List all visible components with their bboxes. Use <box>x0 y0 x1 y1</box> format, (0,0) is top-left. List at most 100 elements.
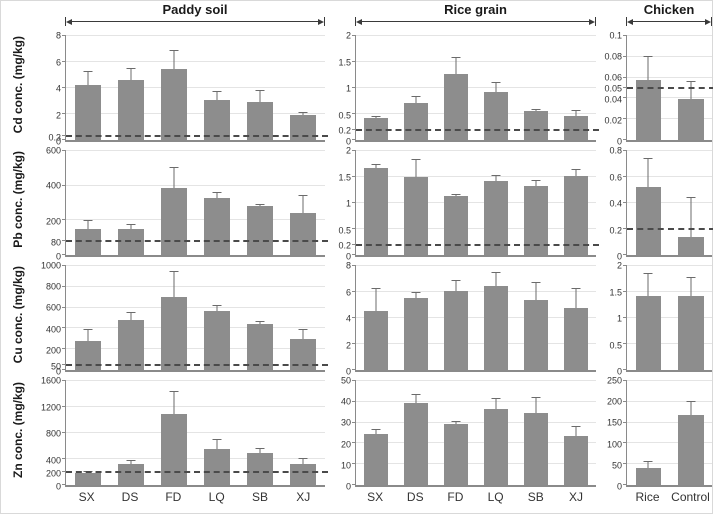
bar <box>204 197 231 255</box>
error-bar-cap <box>643 157 653 159</box>
gridline <box>356 150 596 151</box>
y-tick-label: 1600 <box>40 375 61 386</box>
gridline <box>627 400 712 402</box>
error-bar <box>535 181 537 187</box>
y-axis-tick-labels: 0 0.02 0.04 0.05 0.06 0.08 0.1 <box>596 31 626 146</box>
y-tick-mark <box>623 55 627 57</box>
bar <box>247 101 274 140</box>
error-bar <box>302 196 304 213</box>
error-bar-cap <box>411 291 421 293</box>
reference-dashed-line <box>627 228 713 230</box>
error-bar-cap <box>298 112 308 114</box>
y-tick-mark <box>62 432 66 433</box>
gridline <box>66 35 325 36</box>
y-tick-mark <box>623 484 627 485</box>
chart-cd-rice-grain: 0 0.2 0.5 1 1.5 2 <box>325 27 599 146</box>
error-bar-cap <box>255 321 265 323</box>
error-bar-cap <box>169 271 179 273</box>
y-tick-mark <box>62 139 66 140</box>
y-tick-label: 0 <box>616 136 622 147</box>
gridline <box>356 400 596 402</box>
y-tick-label: 1 <box>616 313 622 324</box>
bar <box>635 295 661 370</box>
error-bar <box>216 91 218 101</box>
y-axis-tick-labels: 0 0.2 0.5 1 1.5 2 <box>325 31 355 146</box>
x-category-label: LQ <box>208 490 225 504</box>
error-bar <box>647 56 649 80</box>
y-tick-label: 0 <box>616 481 622 492</box>
y-tick-label: 4 <box>345 313 351 324</box>
x-category-label: XJ <box>568 490 583 504</box>
plot-area <box>623 265 712 372</box>
error-bar-cap <box>686 276 696 278</box>
gridline <box>66 285 325 287</box>
chart-zn-paddy-soil: 0 200 400 800 1200 1600 <box>35 372 328 491</box>
bar <box>635 467 661 485</box>
y-axis-title: Cu conc. (mg/kg) <box>11 265 25 364</box>
bar <box>524 111 548 140</box>
column-header-paddy-soil: Paddy soil <box>35 1 325 27</box>
y-tick-label: 8 <box>55 30 61 41</box>
error-bar-cap <box>126 223 136 225</box>
bar <box>247 452 274 485</box>
bar <box>74 84 101 140</box>
error-bar <box>415 97 417 103</box>
x-category-label: LQ <box>487 490 504 504</box>
arrow-endbar <box>324 17 325 26</box>
x-category-label: XJ <box>296 490 311 504</box>
error-bar <box>495 273 497 287</box>
plot-area <box>62 35 328 142</box>
y-axis-tick-labels: 0 10 20 30 40 50 <box>325 376 355 491</box>
span-arrow <box>626 17 712 26</box>
gridline <box>66 265 325 266</box>
x-category-label: SX <box>78 490 95 504</box>
y-tick-label: 200 <box>45 468 61 479</box>
bar <box>678 99 704 140</box>
y-tick-label: 0.02 <box>604 115 622 126</box>
bar <box>290 463 317 485</box>
arrow-left-head-icon <box>356 18 362 25</box>
error-bar <box>647 158 649 188</box>
y-tick-label: 50 <box>50 361 61 372</box>
error-bar-cap <box>169 391 179 393</box>
gridline <box>627 265 712 266</box>
span-arrow <box>355 17 596 26</box>
y-tick-mark <box>352 463 356 465</box>
gridline <box>356 463 596 465</box>
y-tick-mark <box>352 202 356 203</box>
error-bar-cap <box>212 438 222 440</box>
y-tick-label: 4 <box>55 83 61 94</box>
y-axis-tick-labels: 0 2 4 6 8 <box>325 261 355 376</box>
error-bar <box>302 459 304 464</box>
row-label-pb: Pb conc. (mg/kg) <box>1 142 35 257</box>
y-tick-mark <box>623 176 627 177</box>
chart-zn-chicken: 0 50 100 150 200 250 <box>596 372 712 491</box>
y-tick-mark <box>623 87 627 88</box>
y-axis-tick-labels: 0 0.2 0.4 0.6 0.8 <box>596 146 626 261</box>
y-tick-label: 0 <box>345 366 351 377</box>
error-bar <box>690 81 692 100</box>
error-bar-cap <box>371 428 381 430</box>
error-bar-cap <box>411 158 421 160</box>
row-label-cu: Cu conc. (mg/kg) <box>1 257 35 372</box>
gridline <box>356 317 596 318</box>
y-tick-label: 0 <box>345 136 351 147</box>
bar <box>160 413 187 485</box>
error-bar-cap <box>298 195 308 197</box>
y-tick-mark <box>352 87 356 88</box>
y-tick-mark <box>352 61 356 62</box>
y-tick-label: 0 <box>55 136 61 147</box>
y-tick-label: 1.5 <box>609 287 622 297</box>
error-bar-cap <box>686 80 696 82</box>
error-bar <box>495 176 497 181</box>
error-bar <box>575 288 577 309</box>
y-axis-tick-labels: 0 50 100 150 200 250 <box>596 376 626 491</box>
error-bar-cap <box>571 287 581 289</box>
gridline <box>66 184 325 186</box>
gridline <box>627 291 712 292</box>
y-tick-mark <box>623 369 627 370</box>
bar <box>678 415 704 485</box>
plot-area <box>623 380 712 487</box>
column-header-chicken: Chicken <box>596 1 712 27</box>
error-bar-cap <box>169 49 179 51</box>
